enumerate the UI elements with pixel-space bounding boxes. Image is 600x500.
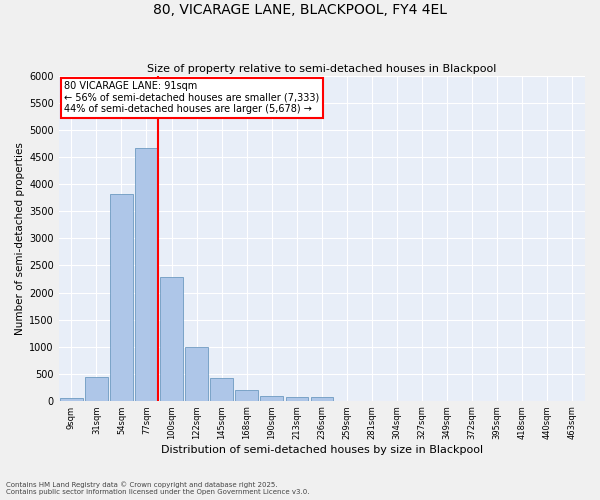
Bar <box>286 397 308 400</box>
Text: 80, VICARAGE LANE, BLACKPOOL, FY4 4EL: 80, VICARAGE LANE, BLACKPOOL, FY4 4EL <box>153 2 447 16</box>
Bar <box>185 347 208 401</box>
Bar <box>311 398 333 400</box>
Text: Contains HM Land Registry data © Crown copyright and database right 2025.
Contai: Contains HM Land Registry data © Crown c… <box>6 482 310 495</box>
Title: Size of property relative to semi-detached houses in Blackpool: Size of property relative to semi-detach… <box>147 64 497 74</box>
Bar <box>211 378 233 400</box>
Text: 80 VICARAGE LANE: 91sqm
← 56% of semi-detached houses are smaller (7,333)
44% of: 80 VICARAGE LANE: 91sqm ← 56% of semi-de… <box>64 81 319 114</box>
Bar <box>235 390 258 400</box>
X-axis label: Distribution of semi-detached houses by size in Blackpool: Distribution of semi-detached houses by … <box>161 445 483 455</box>
Bar <box>110 194 133 400</box>
Bar <box>260 396 283 400</box>
Y-axis label: Number of semi-detached properties: Number of semi-detached properties <box>15 142 25 335</box>
Bar <box>160 277 183 400</box>
Bar <box>135 148 158 400</box>
Bar <box>60 398 83 400</box>
Bar <box>85 378 107 400</box>
